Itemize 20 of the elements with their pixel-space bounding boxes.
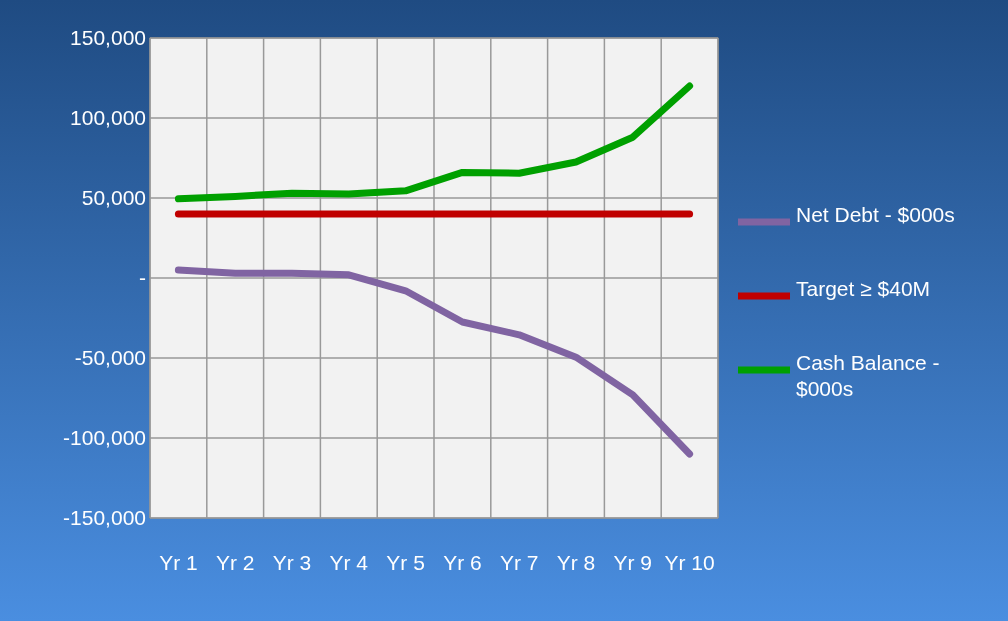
y-tick-label: -100,000 [63,426,146,450]
y-tick-label: 100,000 [70,106,146,130]
legend-label: Target ≥ $40M [796,277,931,300]
y-tick-label: -150,000 [63,506,146,530]
x-tick-label: Yr 8 [556,551,596,574]
x-tick-label: Yr 3 [272,551,312,574]
x-tick-label: Yr 6 [443,551,482,574]
y-tick-label: 50,000 [81,186,146,210]
x-tick-label: Yr 10 [664,551,715,574]
x-tick-label: Yr 2 [215,551,255,574]
x-tick-label: Yr 7 [499,551,539,574]
x-tick-label: Yr 5 [386,551,425,574]
legend-label: Net Debt - $000s [796,203,955,226]
x-tick-label: Yr 1 [159,551,198,574]
x-tick-label: Yr 4 [329,551,369,574]
y-tick-label: 150,000 [70,26,146,50]
y-tick-label: -50,000 [74,346,146,370]
legend-label: Cash Balance - $000s [796,351,940,400]
y-tick-label: - [139,266,146,290]
x-tick-label: Yr 9 [613,551,653,574]
